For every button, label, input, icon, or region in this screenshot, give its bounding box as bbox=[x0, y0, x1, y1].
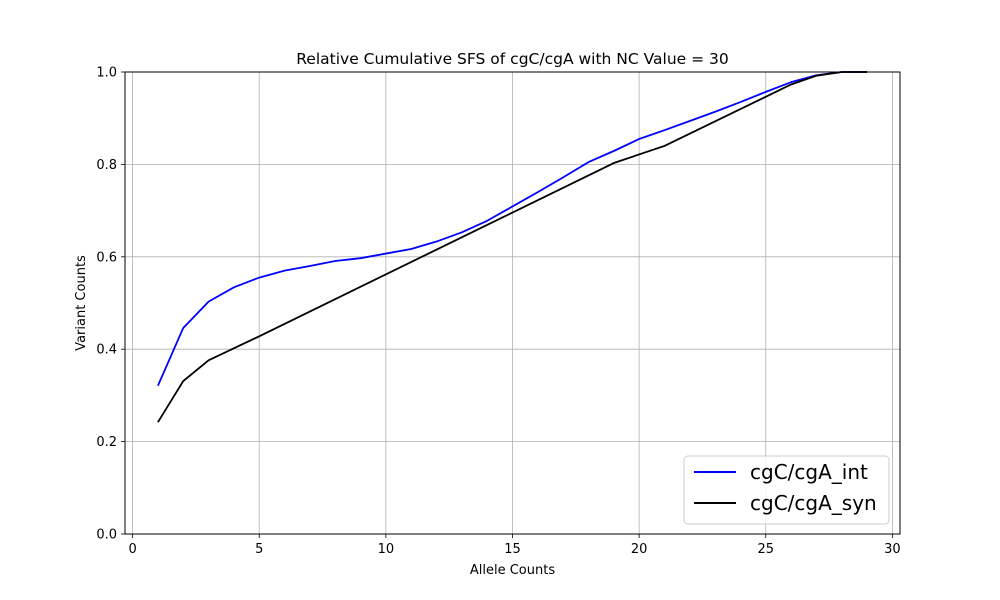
y-axis-label: Variant Counts bbox=[74, 255, 89, 351]
x-tick-label: 20 bbox=[631, 542, 648, 557]
x-tick-label: 25 bbox=[757, 542, 774, 557]
y-tick-label: 0.0 bbox=[96, 528, 117, 543]
y-tick-label: 0.8 bbox=[96, 158, 117, 173]
legend-label-int: cgC/cgA_int bbox=[750, 460, 868, 484]
series-lines bbox=[157, 71, 868, 423]
x-tick-label: 0 bbox=[128, 542, 136, 557]
y-tick-label: 1.0 bbox=[96, 66, 117, 81]
y-tick-label: 0.6 bbox=[96, 250, 117, 265]
x-tick-label: 15 bbox=[504, 542, 521, 557]
y-tick-label: 0.2 bbox=[96, 435, 117, 450]
x-tick-label: 5 bbox=[255, 542, 263, 557]
x-tick-label: 30 bbox=[884, 542, 901, 557]
x-axis-label: Allele Counts bbox=[470, 563, 555, 578]
series-line-cgc-cga-syn bbox=[157, 71, 868, 423]
legend-label-syn: cgC/cgA_syn bbox=[750, 491, 877, 515]
axis-ticks: 0 5 10 15 20 25 30 0.0 0.2 0.4 0.6 0.8 1.0 bbox=[96, 66, 900, 558]
legend: cgC/cgA_int cgC/cgA_syn bbox=[683, 455, 890, 525]
chart-title: Relative Cumulative SFS of cgC/cgA with … bbox=[296, 50, 729, 68]
series-line-cgc-cga-int bbox=[157, 71, 868, 387]
x-tick-label: 10 bbox=[378, 542, 395, 557]
y-tick-label: 0.4 bbox=[96, 343, 117, 358]
